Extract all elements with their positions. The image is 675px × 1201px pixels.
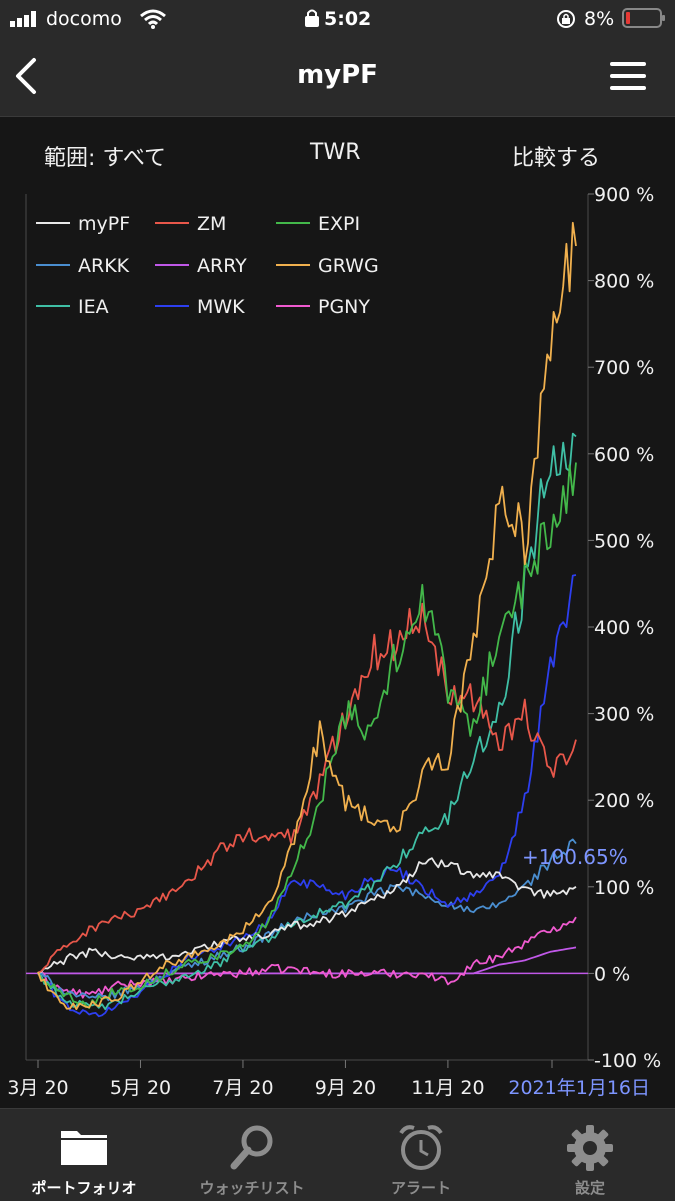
series-line-iea (37, 432, 577, 1011)
orientation-lock-icon (557, 10, 575, 28)
y-tick-label: 0 % (594, 963, 630, 985)
legend-label: MWK (197, 296, 245, 318)
tab-watchlist[interactable]: ウォッチリスト (168, 1109, 336, 1201)
compare-button[interactable]: 比較する (512, 146, 601, 171)
x-tick-label: 3月 20 (7, 1077, 68, 1099)
x-tick-label: 7月 20 (212, 1077, 273, 1099)
tab-alerts[interactable]: アラート (337, 1109, 505, 1201)
x-tick-label: 5月 20 (110, 1077, 171, 1099)
y-tick-label: 800 % (594, 271, 654, 293)
legend-label: ZM (197, 213, 226, 235)
tab-label: 設定 (574, 1179, 605, 1197)
carrier-label: docomo (46, 8, 122, 30)
y-tick-label: 700 % (594, 357, 654, 379)
legend-label: GRWG (318, 255, 379, 277)
tab-label: ウォッチリスト (199, 1179, 305, 1197)
tab-label: ポートフォリオ (31, 1179, 137, 1197)
tab-settings[interactable]: 設定 (506, 1109, 674, 1201)
clock: 5:02 (324, 8, 372, 30)
tab-label: アラート (390, 1179, 451, 1197)
range-selector[interactable]: 範囲: すべて (44, 146, 166, 171)
magnifier-icon (230, 1125, 273, 1170)
x-tick-label: 9月 20 (315, 1077, 376, 1099)
navigation-bar: myPF (0, 38, 675, 117)
y-tick-label: 900 % (594, 184, 654, 206)
wifi-icon (140, 9, 166, 29)
y-tick-label: 600 % (594, 444, 654, 466)
lock-icon (305, 9, 319, 27)
gear-icon (567, 1125, 613, 1171)
series-line-pgny (37, 916, 577, 999)
page-title: myPF (297, 60, 378, 90)
metric-selector[interactable]: TWR (310, 140, 361, 165)
legend-label: ARRY (197, 255, 247, 277)
signal-icon (10, 11, 36, 27)
current-value-label: +100.65% (522, 845, 628, 869)
legend-label: myPF (78, 213, 130, 235)
y-tick-label: 300 % (594, 704, 654, 726)
alarm-clock-icon (399, 1125, 443, 1170)
performance-chart[interactable]: 900 % 800 % 700 % 600 % 500 % 400 % 300 % 200 %… (0, 180, 675, 1105)
legend-label: EXPI (318, 213, 360, 235)
back-chevron-icon[interactable] (12, 56, 40, 96)
status-bar: docomo 5:02 8% (0, 0, 675, 38)
x-tick-label: 11月 20 (411, 1077, 484, 1099)
tab-portfolio[interactable]: ポートフォリオ (0, 1109, 168, 1201)
series-line-arkk (37, 838, 577, 1002)
folder-icon (61, 1131, 107, 1165)
battery-percent: 8% (584, 8, 615, 30)
legend-label: IEA (78, 296, 109, 318)
y-tick-label: 400 % (594, 617, 654, 639)
current-date-label: 2021年1月16日 (508, 1077, 650, 1099)
legend-label: ARKK (78, 255, 130, 277)
series-line-mwk (37, 574, 577, 1018)
tab-bar: ポートフォリオ ウォッチリスト アラート 設定 (0, 1108, 675, 1201)
y-tick-label: 100 % (594, 877, 654, 899)
y-tick-label: 200 % (594, 790, 654, 812)
series-line-grwg (37, 221, 577, 1011)
series-line-zm (37, 602, 577, 974)
battery-icon (622, 8, 665, 28)
chart-controls: 範囲: すべて TWR 比較する (0, 140, 675, 176)
legend-label: PGNY (318, 296, 370, 318)
y-tick-label: 500 % (594, 530, 654, 552)
series-line-arry (38, 946, 577, 975)
y-tick-label: -100 % (594, 1050, 661, 1072)
hamburger-menu-icon[interactable] (608, 60, 648, 92)
series-line-mypf (37, 857, 577, 975)
